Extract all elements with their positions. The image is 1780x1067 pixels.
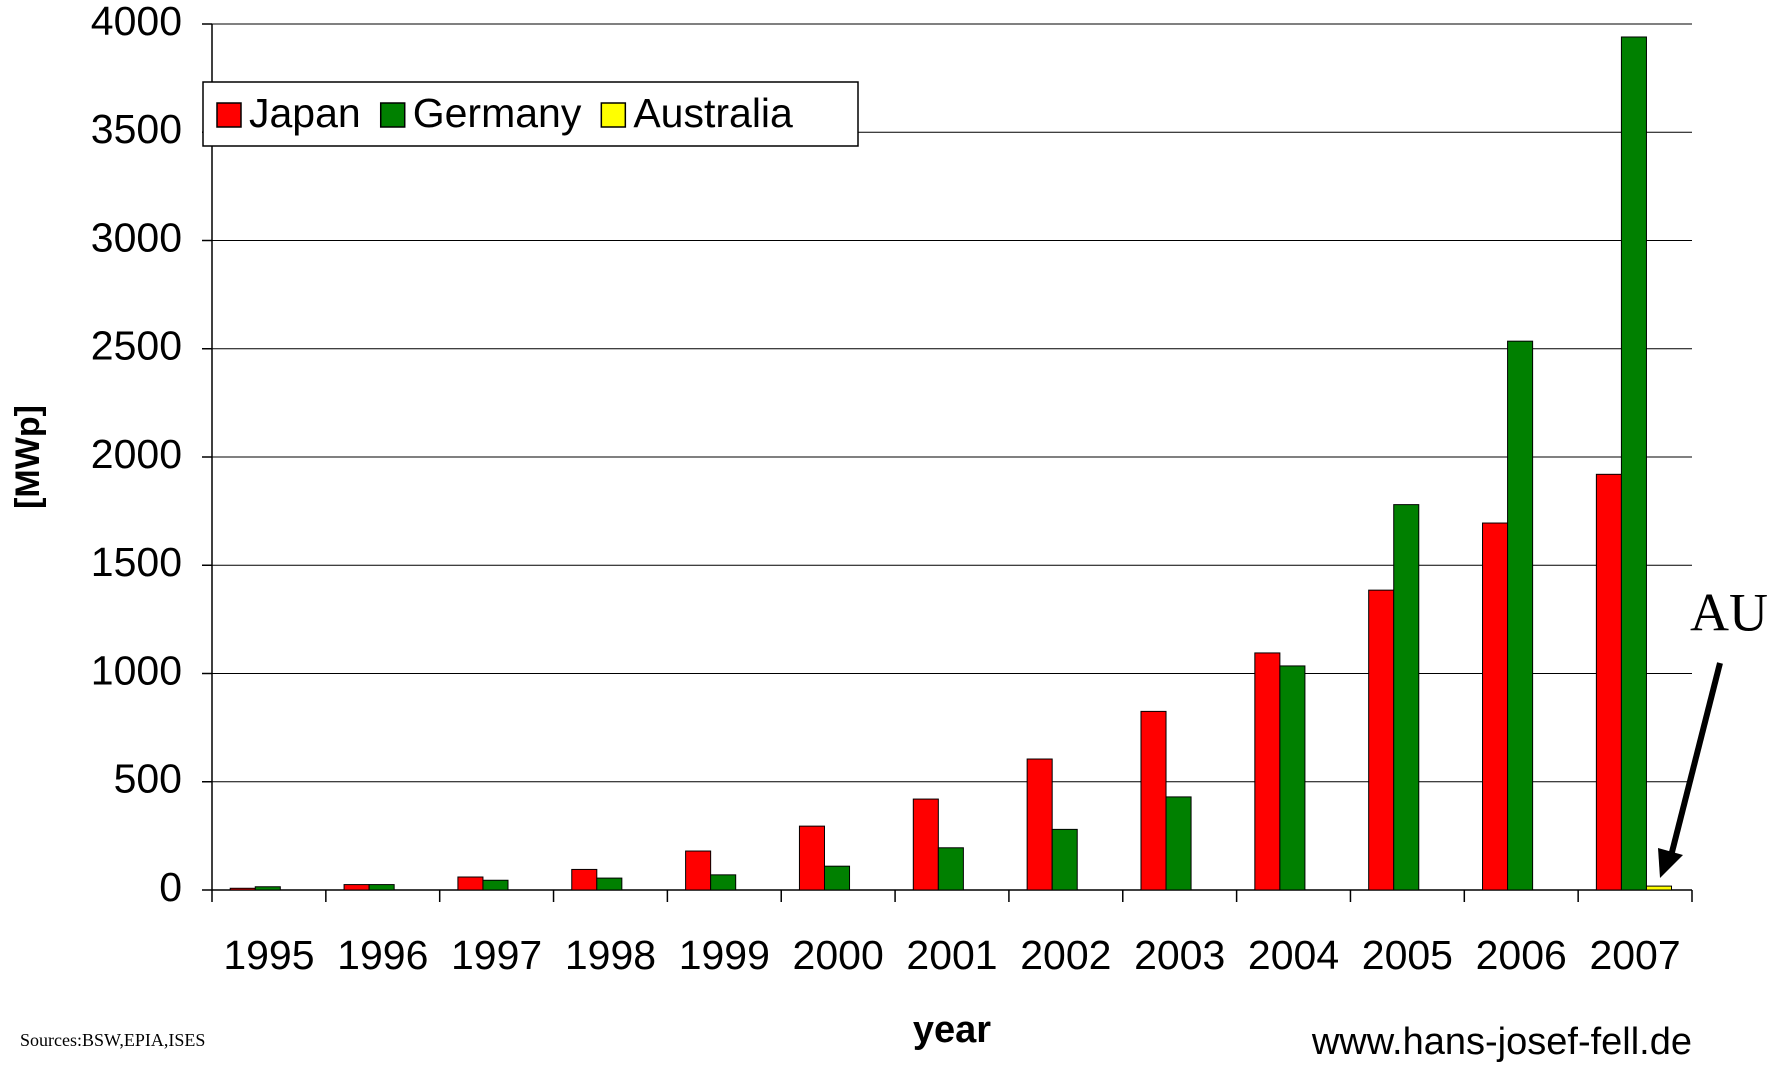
legend-label: Germany [413, 90, 582, 136]
bar [823, 865, 851, 891]
x-tick-label: 1998 [565, 932, 656, 978]
au-annotation: AU [1690, 582, 1768, 642]
arrow [1667, 662, 1723, 861]
legend-swatch [600, 102, 627, 128]
bar [710, 874, 737, 891]
y-tick-label: 1000 [91, 647, 182, 693]
legend-swatch [379, 102, 406, 128]
x-axis-label: year [913, 1009, 991, 1051]
y-tick-label: 500 [114, 756, 182, 802]
y-tick-label: 1500 [91, 539, 182, 585]
bar [798, 825, 825, 891]
bar [937, 847, 964, 891]
bar [482, 879, 509, 891]
bar [1026, 758, 1053, 891]
x-tick-label: 1995 [223, 932, 314, 978]
bar [1254, 652, 1281, 891]
y-axis-label: [MWp] [9, 405, 47, 509]
legend: Japan Germany Australia [202, 81, 859, 147]
legend-label: Australia [633, 90, 793, 136]
bar [1482, 522, 1509, 891]
website: www.hans-josef-fell.de [1311, 1021, 1692, 1063]
bar [254, 886, 281, 891]
arrow-head [1658, 848, 1683, 878]
legend-label: Japan [249, 90, 361, 136]
bar [1140, 710, 1167, 891]
bar [1595, 473, 1622, 891]
bar [596, 877, 623, 891]
y-tick-label: 0 [159, 864, 182, 910]
x-tick-label: 2007 [1589, 932, 1680, 978]
y-tick-label: 3500 [91, 106, 182, 152]
y-tick-label: 3000 [91, 214, 182, 260]
legend-box [202, 81, 859, 147]
x-tick-label: 1997 [451, 932, 542, 978]
y-tick-label: 4000 [91, 0, 182, 44]
bar [1620, 36, 1647, 891]
x-tick-label: 2001 [906, 932, 997, 978]
bar [1393, 504, 1420, 891]
x-tick-label: 1999 [679, 932, 770, 978]
bar [1645, 885, 1673, 891]
bar [1507, 340, 1534, 891]
bar [1165, 796, 1192, 891]
bar [368, 884, 395, 891]
bar [1368, 589, 1395, 891]
bar [685, 850, 712, 891]
y-tick-label: 2500 [91, 323, 182, 369]
x-tick-label: 1996 [337, 932, 428, 978]
bar [571, 868, 598, 891]
x-tick-label: 2000 [793, 932, 884, 978]
bar [1279, 665, 1306, 891]
y-tick-label: 2000 [91, 431, 182, 477]
bar [912, 798, 939, 891]
sources: Sources:BSW,EPIA,ISES [20, 1030, 205, 1050]
legend-swatch [216, 102, 242, 128]
x-tick-label: 2003 [1134, 932, 1225, 978]
bar [457, 876, 484, 891]
x-tick-label: 2005 [1362, 932, 1453, 978]
bar [1051, 828, 1078, 891]
bar [343, 884, 370, 891]
x-tick-label: 2002 [1020, 932, 1111, 978]
bar [229, 887, 256, 891]
x-tick-label: 2004 [1248, 932, 1339, 978]
x-tick-label: 2006 [1476, 932, 1567, 978]
